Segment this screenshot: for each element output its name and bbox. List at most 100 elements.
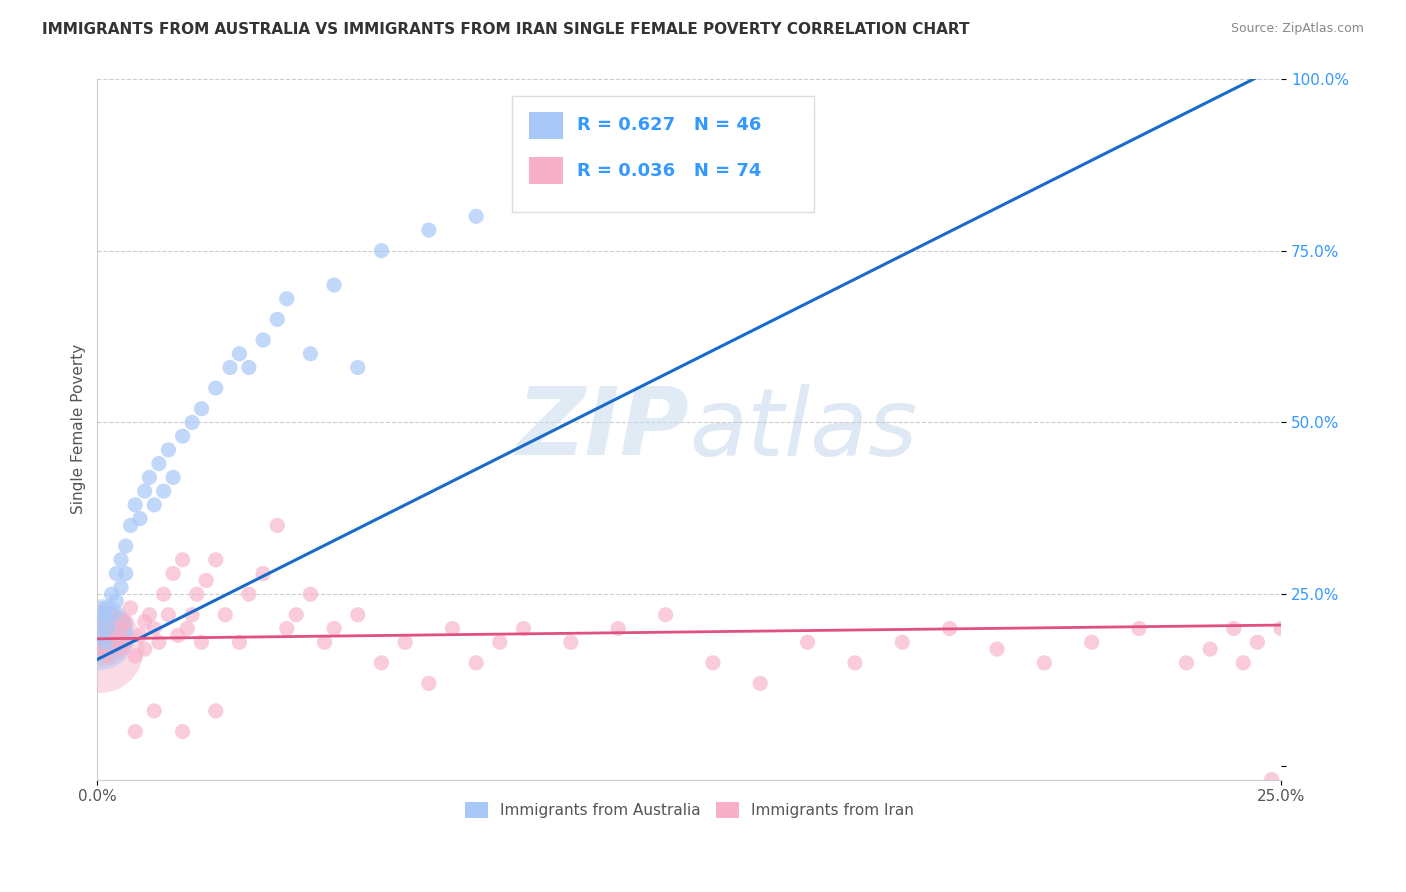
Point — [110, 622, 132, 636]
Text: ZIP: ZIP — [516, 384, 689, 475]
Point — [266, 312, 288, 326]
Point — [512, 175, 534, 189]
Point — [749, 676, 772, 690]
Point — [134, 642, 156, 657]
Point — [93, 622, 115, 636]
Point — [276, 622, 298, 636]
Point — [465, 210, 488, 224]
Point — [100, 607, 122, 622]
Point — [93, 635, 115, 649]
Point — [1199, 642, 1222, 657]
Point — [91, 642, 114, 657]
Point — [1080, 635, 1102, 649]
Point — [195, 574, 218, 588]
Point — [91, 622, 114, 636]
Point — [89, 628, 111, 642]
Point — [105, 635, 128, 649]
Text: R = 0.627   N = 46: R = 0.627 N = 46 — [576, 116, 761, 134]
Point — [114, 566, 136, 581]
Point — [252, 566, 274, 581]
Point — [105, 594, 128, 608]
Point — [796, 106, 818, 120]
Point — [702, 656, 724, 670]
Point — [96, 615, 118, 629]
Point — [172, 553, 194, 567]
Point — [238, 360, 260, 375]
Point — [143, 498, 166, 512]
Point — [796, 635, 818, 649]
Point — [252, 333, 274, 347]
Point — [299, 587, 322, 601]
Point — [91, 615, 114, 629]
Point — [1232, 656, 1254, 670]
Point — [157, 442, 180, 457]
Point — [93, 635, 115, 649]
Point — [323, 278, 346, 293]
Point — [166, 628, 188, 642]
Point — [152, 587, 174, 601]
Point — [172, 429, 194, 443]
Point — [162, 470, 184, 484]
Point — [138, 470, 160, 484]
Point — [93, 628, 115, 642]
Point — [129, 628, 152, 642]
Point — [314, 635, 336, 649]
Point — [204, 553, 226, 567]
Point — [938, 622, 960, 636]
Point — [172, 724, 194, 739]
Text: IMMIGRANTS FROM AUSTRALIA VS IMMIGRANTS FROM IRAN SINGLE FEMALE POVERTY CORRELAT: IMMIGRANTS FROM AUSTRALIA VS IMMIGRANTS … — [42, 22, 970, 37]
Point — [370, 244, 392, 258]
Point — [162, 566, 184, 581]
Legend: Immigrants from Australia, Immigrants from Iran: Immigrants from Australia, Immigrants fr… — [458, 797, 920, 824]
Point — [134, 615, 156, 629]
Point — [654, 607, 676, 622]
Point — [323, 622, 346, 636]
Point — [370, 656, 392, 670]
Point — [238, 587, 260, 601]
Point — [346, 607, 368, 622]
Point — [465, 656, 488, 670]
Point — [114, 615, 136, 629]
Point — [1260, 772, 1282, 787]
Point — [394, 635, 416, 649]
Bar — [530, 112, 562, 138]
Point — [1033, 656, 1056, 670]
Point — [219, 360, 242, 375]
Point — [152, 484, 174, 499]
Point — [418, 223, 440, 237]
Point — [148, 635, 170, 649]
Text: R = 0.036   N = 74: R = 0.036 N = 74 — [576, 161, 761, 180]
Point — [488, 635, 510, 649]
Text: Source: ZipAtlas.com: Source: ZipAtlas.com — [1230, 22, 1364, 36]
Point — [96, 648, 118, 663]
Point — [228, 347, 250, 361]
Point — [346, 360, 368, 375]
Point — [186, 587, 208, 601]
Point — [143, 704, 166, 718]
Y-axis label: Single Female Poverty: Single Female Poverty — [72, 344, 86, 515]
Point — [725, 127, 748, 141]
Point — [143, 622, 166, 636]
Point — [607, 622, 630, 636]
Point — [124, 724, 146, 739]
Point — [114, 539, 136, 553]
Point — [110, 642, 132, 657]
Point — [91, 622, 114, 636]
Point — [266, 518, 288, 533]
Point — [512, 622, 534, 636]
Point — [89, 642, 111, 657]
Point — [654, 168, 676, 182]
Point — [176, 622, 198, 636]
Point — [110, 553, 132, 567]
Point — [93, 607, 115, 622]
Point — [560, 154, 582, 169]
Point — [607, 141, 630, 155]
Point — [124, 648, 146, 663]
Point — [89, 635, 111, 649]
Point — [148, 457, 170, 471]
Point — [1270, 622, 1292, 636]
Point — [110, 580, 132, 594]
Bar — [530, 158, 562, 184]
Point — [891, 635, 914, 649]
Point — [114, 635, 136, 649]
